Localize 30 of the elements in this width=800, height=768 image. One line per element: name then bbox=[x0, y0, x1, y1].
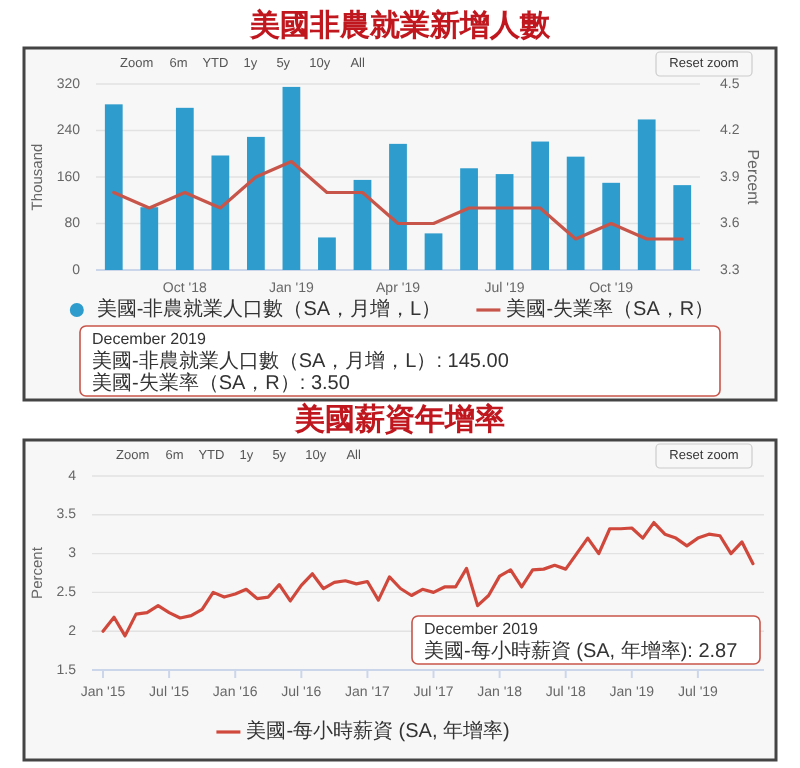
bar bbox=[495, 174, 514, 270]
bar bbox=[389, 143, 407, 270]
bar bbox=[673, 185, 692, 270]
text: 美國-失業率（SA，R）: 3.50 bbox=[92, 371, 351, 396]
annotation: 美國-每小時薪資 (SA, 年增率): 2.87 bbox=[424, 639, 739, 664]
text: December 2019 bbox=[92, 330, 207, 349]
bar bbox=[353, 179, 372, 270]
bar bbox=[566, 156, 585, 270]
chart-title: 美國非農就業新增人數 bbox=[248, 6, 552, 43]
chart-title: 美國薪資年增率 bbox=[293, 400, 505, 437]
bar bbox=[282, 86, 301, 270]
line-series bbox=[112, 159, 684, 241]
legend-label: 美國-每小時薪資 (SA, 年增率) bbox=[246, 719, 510, 744]
bar bbox=[460, 168, 478, 270]
bar bbox=[318, 237, 336, 270]
bar bbox=[247, 136, 265, 270]
legend-label: 美國-非農就業人口數（SA，月增，L） bbox=[96, 297, 442, 322]
bar bbox=[531, 141, 549, 270]
bar bbox=[424, 233, 443, 270]
bar bbox=[211, 155, 230, 270]
y2-axis-title: Percent bbox=[743, 149, 762, 207]
text: 美國-非農就業人口數（SA，月增，L）: 145.00 bbox=[92, 349, 510, 374]
line-series bbox=[101, 520, 755, 638]
bar bbox=[175, 107, 194, 270]
annotation: December 2019 bbox=[424, 620, 539, 639]
bar bbox=[602, 182, 621, 270]
bar bbox=[104, 104, 123, 270]
bar bbox=[140, 207, 159, 270]
legend-label: 美國-失業率（SA，R） bbox=[506, 297, 715, 322]
bar bbox=[637, 119, 656, 270]
